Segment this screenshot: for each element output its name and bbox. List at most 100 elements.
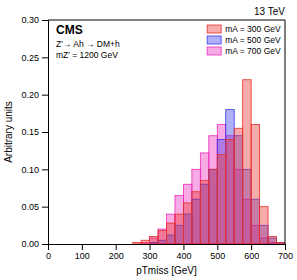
histogram-bar (99, 244, 107, 245)
histogram-bar (226, 139, 234, 244)
tick: 0.25 (21, 53, 48, 63)
histogram-bar (133, 243, 141, 244)
histogram-bar (200, 181, 208, 244)
tick-label: 0.10 (21, 165, 39, 175)
histogram-bar (107, 244, 115, 245)
histogram-bar (277, 243, 285, 244)
histogram-bar (82, 244, 90, 245)
tick-label: 0.15 (21, 127, 39, 137)
tick-mark (217, 244, 218, 250)
histogram-bar (56, 244, 64, 245)
x-axis-title: pTmiss [GeV] (136, 265, 197, 276)
histogram-bar (65, 244, 73, 245)
histogram-bar (124, 244, 132, 245)
histogram-bar (116, 244, 124, 245)
tick-mark (42, 244, 48, 245)
histogram-bar (200, 153, 208, 244)
histogram-bar (209, 169, 217, 244)
histogram-bar (183, 184, 191, 244)
histogram-bar (48, 244, 56, 245)
series (133, 80, 285, 244)
histogram-bar (90, 244, 98, 245)
tick: 500 (210, 244, 225, 261)
tick-mark (82, 244, 83, 250)
histogram-bar (56, 244, 64, 245)
histogram-bar (124, 244, 132, 245)
histogram-bar (124, 244, 132, 245)
histogram-bar (48, 244, 56, 245)
histogram-bar (82, 244, 90, 245)
annotations: CMS Z'→ Ah → DM+hmZ′ = 1200 GeV (56, 23, 120, 60)
histogram-bar (90, 244, 98, 245)
tick: 0.30 (21, 15, 48, 25)
histogram-bar (243, 80, 251, 244)
tick-label: 600 (244, 251, 259, 261)
tick-mark (42, 132, 48, 133)
annotation: CMS (56, 23, 83, 37)
histogram-bar (217, 154, 225, 244)
histogram-bar (158, 231, 166, 244)
histogram-bar (217, 125, 225, 244)
tick-label: 0.20 (21, 90, 39, 100)
tick: 100 (75, 244, 90, 261)
tick-label: 400 (176, 251, 191, 261)
histogram-bar (234, 128, 242, 244)
legend-label: mA = 500 GeV (225, 35, 281, 45)
y-axis-title: Arbitrary units (3, 101, 14, 163)
tick-mark (42, 20, 48, 21)
legend-label: mA = 700 GeV (225, 46, 281, 56)
histogram-bar (192, 192, 200, 244)
histogram-bar (73, 244, 81, 245)
tick-mark (42, 207, 48, 208)
histogram-bar (175, 195, 183, 244)
tick-label: 0.05 (21, 202, 39, 212)
tick-label: 0.30 (21, 15, 39, 25)
tick-label: 0 (46, 251, 51, 261)
tick-mark (42, 95, 48, 96)
legend-item: mA = 500 GeV (207, 35, 281, 45)
histogram-bar (65, 244, 73, 245)
tick: 0.05 (21, 202, 48, 212)
tick: 0.10 (21, 165, 48, 175)
tick: 0.15 (21, 127, 48, 137)
tick-label: 700 (278, 251, 293, 261)
tick-mark (285, 244, 286, 250)
histogram-bar (107, 244, 115, 245)
histogram-bar (99, 244, 107, 245)
legend: mA = 300 GeVmA = 500 GeVmA = 700 GeV (207, 24, 281, 56)
tick-mark (183, 244, 184, 250)
tick-mark (42, 57, 48, 58)
histogram-bar (277, 244, 285, 245)
tick-label: 100 (75, 251, 90, 261)
histogram-bar (107, 244, 115, 245)
legend-swatch (207, 25, 221, 33)
histogram-bar (226, 136, 234, 244)
histogram-bar (192, 169, 200, 244)
histogram-bar (141, 240, 149, 244)
y-axis: 0.00 0.05 0.10 0.15 0.20 0.25 0.30 (21, 15, 48, 249)
tick: 0.00 (21, 239, 48, 249)
histogram-bar (268, 237, 276, 244)
histogram-bar (158, 229, 166, 244)
axis-line (49, 245, 286, 251)
tick-mark (116, 244, 117, 250)
histogram-bar (48, 244, 56, 245)
legend-item: mA = 300 GeV (207, 24, 281, 34)
tick: 400 (176, 244, 191, 261)
histogram-bar (65, 244, 73, 245)
tick-label: 500 (210, 251, 225, 261)
axis-line (42, 21, 49, 245)
annotation: mZ′ = 1200 GeV (56, 50, 118, 60)
bars (133, 80, 285, 244)
histogram-bar (73, 244, 81, 245)
histogram-bar (150, 237, 158, 244)
x-axis: 0100200300400500600700 (46, 244, 293, 261)
histogram-bar (251, 125, 259, 244)
histogram-bar (209, 136, 217, 244)
title: 13 TeV (254, 6, 285, 17)
tick-label: 200 (109, 251, 124, 261)
tick-mark (42, 169, 48, 170)
histogram-bar (260, 207, 268, 244)
histogram-bar (167, 223, 175, 244)
annotation: Z'→ Ah → DM+h (56, 39, 120, 49)
